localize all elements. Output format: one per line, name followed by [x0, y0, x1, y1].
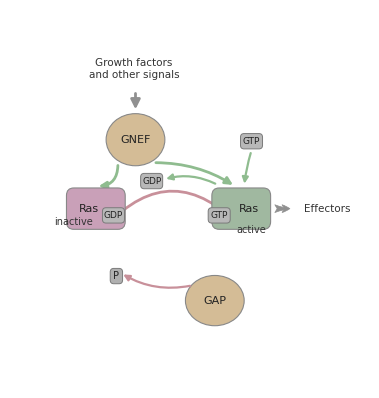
- FancyArrowPatch shape: [125, 276, 190, 288]
- FancyArrowPatch shape: [243, 153, 251, 181]
- FancyBboxPatch shape: [110, 268, 122, 284]
- FancyArrowPatch shape: [169, 175, 215, 183]
- Text: GTP: GTP: [210, 211, 228, 220]
- Ellipse shape: [106, 114, 165, 166]
- FancyBboxPatch shape: [208, 208, 230, 223]
- Text: Effectors: Effectors: [304, 204, 351, 214]
- FancyBboxPatch shape: [212, 188, 271, 229]
- Text: Ras: Ras: [78, 204, 99, 214]
- Text: active: active: [237, 225, 266, 235]
- FancyBboxPatch shape: [66, 188, 125, 229]
- Text: Growth factors
and other signals: Growth factors and other signals: [89, 59, 179, 80]
- Text: GDP: GDP: [142, 177, 161, 185]
- FancyArrowPatch shape: [156, 163, 230, 183]
- Ellipse shape: [185, 275, 244, 326]
- Text: Ras: Ras: [238, 204, 258, 214]
- Text: inactive: inactive: [55, 217, 93, 227]
- Text: P: P: [113, 271, 119, 281]
- Text: GAP: GAP: [203, 296, 226, 306]
- Text: GNEF: GNEF: [120, 135, 151, 145]
- FancyBboxPatch shape: [102, 208, 124, 223]
- FancyBboxPatch shape: [141, 174, 163, 189]
- FancyArrowPatch shape: [102, 166, 118, 188]
- FancyArrowPatch shape: [106, 191, 242, 229]
- Text: GTP: GTP: [243, 137, 260, 146]
- FancyBboxPatch shape: [241, 134, 263, 149]
- Text: GDP: GDP: [104, 211, 123, 220]
